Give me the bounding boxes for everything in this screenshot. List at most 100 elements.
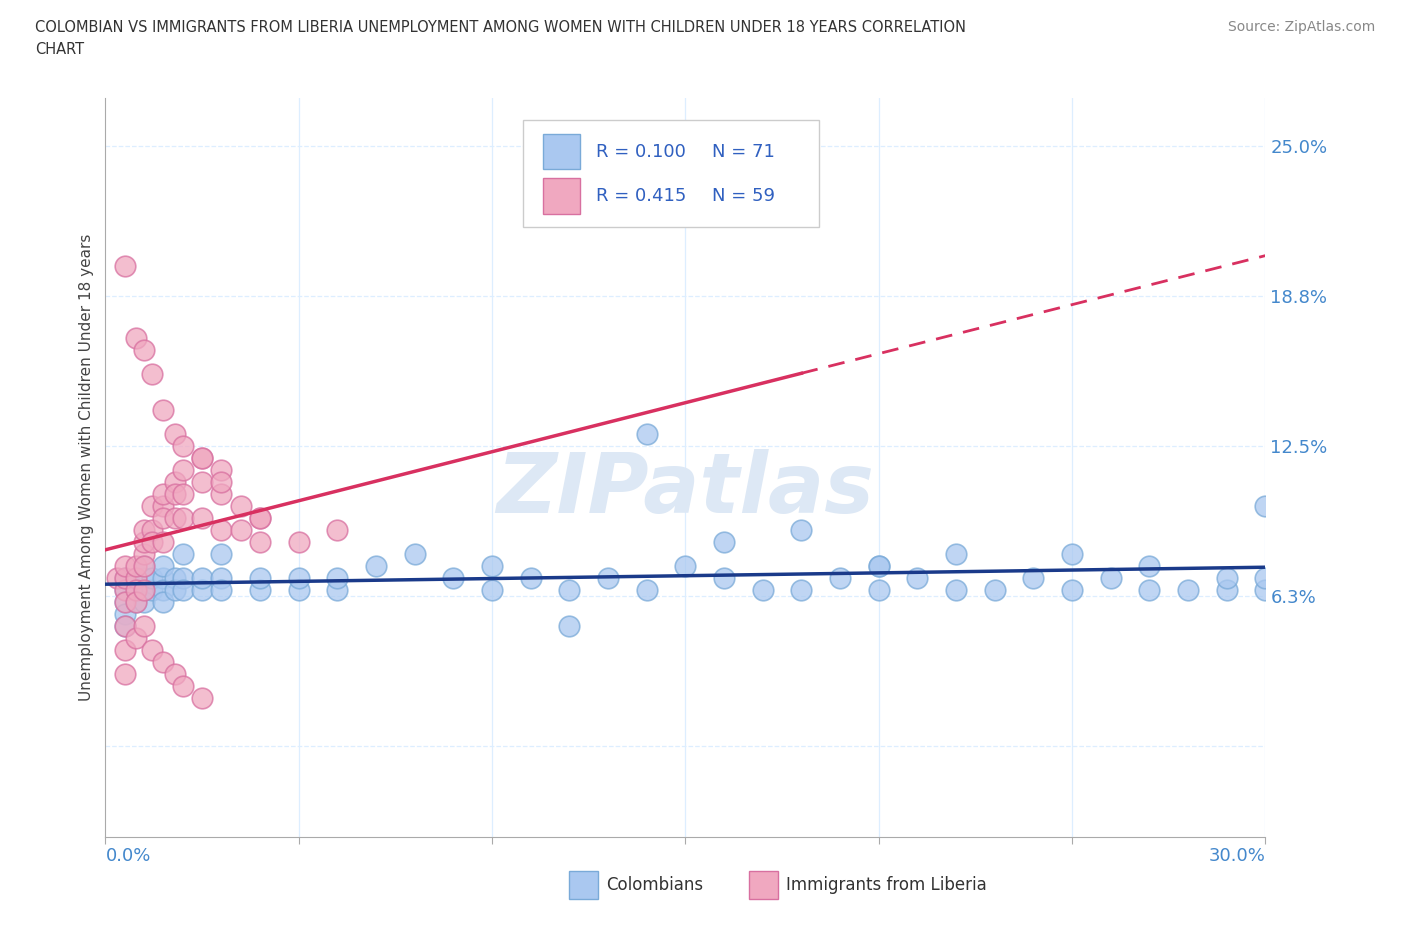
Point [211, 462, 233, 477]
Point [105, 570, 128, 585]
Point [132, 342, 156, 357]
Point [520, 570, 543, 585]
Text: Immigrants from Liberia: Immigrants from Liberia [786, 876, 987, 894]
Point [211, 546, 233, 561]
Y-axis label: Unemployment Among Women with Children Under 18 years: Unemployment Among Women with Children U… [79, 233, 94, 701]
Bar [543, 134, 579, 169]
Point [191, 690, 214, 705]
Point [288, 535, 311, 550]
Text: ZIPatlas: ZIPatlas [496, 449, 875, 530]
Point [132, 546, 156, 561]
Point [152, 498, 174, 513]
Point [132, 558, 156, 573]
Point [172, 582, 194, 597]
Point [125, 594, 148, 609]
Point [868, 558, 890, 573]
Point [172, 678, 194, 693]
Point [141, 498, 163, 513]
Point [165, 582, 187, 597]
Point [114, 594, 136, 609]
Point [675, 558, 697, 573]
Point [114, 582, 136, 597]
Point [141, 523, 163, 538]
Text: R = 0.415: R = 0.415 [596, 187, 686, 205]
Point [191, 582, 214, 597]
Point [165, 570, 187, 585]
Point [132, 523, 156, 538]
Point [114, 643, 136, 658]
Point [1254, 582, 1277, 597]
Point [249, 582, 271, 597]
Point [481, 582, 503, 597]
Point [752, 582, 775, 597]
Bar [749, 871, 779, 899]
Point [326, 582, 349, 597]
Bar [569, 871, 599, 899]
Point [441, 570, 464, 585]
Point [114, 666, 136, 681]
Point [152, 403, 174, 418]
Point [132, 535, 156, 550]
Point [1139, 582, 1161, 597]
Point [152, 570, 174, 585]
Point [598, 570, 620, 585]
Point [114, 618, 136, 633]
Point [141, 570, 163, 585]
Point [172, 546, 194, 561]
Point [114, 582, 136, 597]
Text: N = 59: N = 59 [711, 187, 775, 205]
Point [152, 594, 174, 609]
Point [114, 618, 136, 633]
Text: R = 0.100: R = 0.100 [596, 142, 686, 161]
Point [211, 582, 233, 597]
Point [152, 535, 174, 550]
Point [404, 546, 426, 561]
Point [191, 511, 214, 525]
Point [868, 582, 890, 597]
Text: 0.0%: 0.0% [105, 846, 150, 865]
Point [191, 474, 214, 489]
Point [114, 558, 136, 573]
Point [191, 570, 214, 585]
Point [945, 582, 967, 597]
Point [249, 511, 271, 525]
Point [165, 474, 187, 489]
Text: N = 71: N = 71 [711, 142, 775, 161]
Point [1254, 570, 1277, 585]
Point [141, 582, 163, 597]
Point [152, 582, 174, 597]
Point [125, 582, 148, 597]
Point [636, 582, 658, 597]
Point [288, 570, 311, 585]
Point [229, 498, 252, 513]
Point [114, 570, 136, 585]
Point [172, 570, 194, 585]
Point [132, 618, 156, 633]
Point [211, 474, 233, 489]
Point [141, 643, 163, 658]
Point [165, 426, 187, 441]
Point [132, 570, 156, 585]
Point [907, 570, 929, 585]
Point [211, 523, 233, 538]
Point [1099, 570, 1122, 585]
Text: Source: ZipAtlas.com: Source: ZipAtlas.com [1227, 20, 1375, 34]
Point [1254, 498, 1277, 513]
Text: CHART: CHART [35, 42, 84, 57]
Point [713, 570, 735, 585]
Point [249, 570, 271, 585]
Point [165, 511, 187, 525]
Point [636, 426, 658, 441]
Text: 30.0%: 30.0% [1209, 846, 1265, 865]
Point [790, 582, 813, 597]
Point [326, 570, 349, 585]
Point [114, 594, 136, 609]
Point [125, 594, 148, 609]
Point [141, 366, 163, 381]
Point [366, 558, 388, 573]
Text: Colombians: Colombians [606, 876, 703, 894]
Point [125, 570, 148, 585]
Point [172, 511, 194, 525]
FancyBboxPatch shape [523, 120, 818, 227]
Point [830, 570, 852, 585]
